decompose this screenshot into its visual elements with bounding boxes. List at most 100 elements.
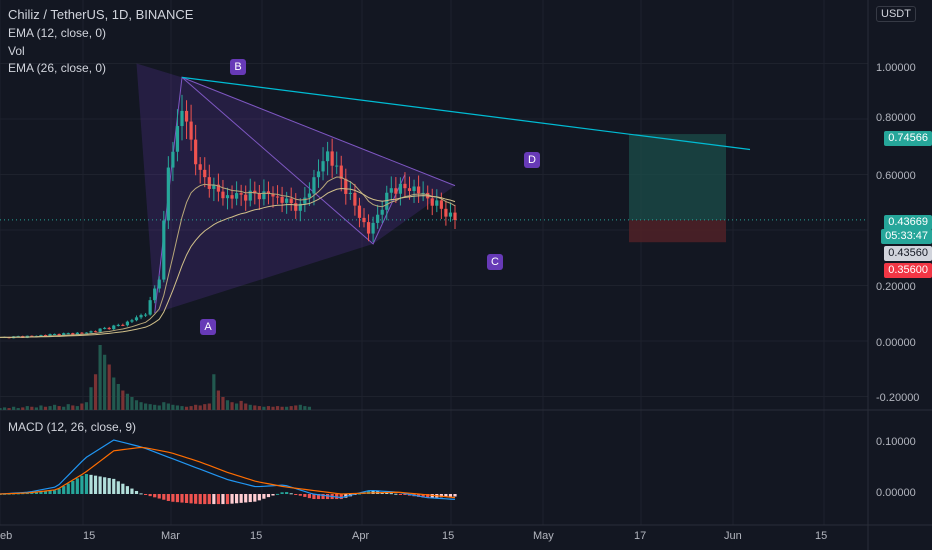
macd-histogram-bar: [175, 494, 180, 503]
pattern-leg-bd: [181, 76, 456, 187]
pattern-point-c[interactable]: C: [487, 254, 503, 270]
candle-body: [207, 177, 211, 189]
volume-bar: [303, 406, 307, 410]
candle-body: [439, 200, 443, 209]
candle-body: [93, 331, 98, 333]
candle-body: [184, 110, 189, 122]
candle-body: [285, 198, 289, 203]
macd-histogram-bar: [139, 493, 143, 495]
candle-body: [312, 177, 316, 194]
candle-body: [307, 193, 311, 198]
candle-body: [366, 222, 371, 234]
macd-histogram-bar: [253, 494, 257, 502]
volume-bar: [25, 406, 29, 410]
pattern-point-d[interactable]: D: [524, 152, 540, 168]
stop-zone: [629, 220, 726, 243]
macd-histogram-bar: [417, 494, 421, 497]
candle-body: [116, 324, 120, 326]
volume-bar: [235, 403, 239, 410]
volume-bar: [175, 405, 180, 410]
macd-histogram-bar: [93, 475, 98, 494]
candle-body: [71, 333, 75, 335]
time-tick: 17: [634, 530, 647, 542]
candle-body: [339, 165, 343, 179]
candle-body: [194, 139, 198, 165]
candle-body: [394, 188, 398, 194]
macd-histogram-bar: [130, 488, 134, 494]
volume-bar: [285, 406, 289, 410]
macd-signal-line: [0, 446, 456, 499]
volume-bar: [212, 374, 216, 410]
pattern-point-b[interactable]: B: [230, 59, 246, 75]
candle-body: [303, 197, 307, 204]
macd-histogram-bar: [385, 492, 389, 494]
candle-body: [321, 161, 325, 172]
candle-body: [39, 335, 43, 337]
volume-bar: [53, 404, 57, 410]
price-tick: 0.20000: [876, 281, 916, 293]
target-price-tag: 0.74566: [884, 131, 932, 146]
ema26-legend: EMA (26, close, 0): [8, 61, 107, 75]
macd-histogram-bar: [112, 478, 116, 494]
pattern-point-a[interactable]: A: [200, 319, 216, 335]
macd-histogram-bar: [121, 483, 125, 494]
candle-body: [107, 327, 111, 330]
current-price-tag: 0.43669: [884, 215, 932, 230]
macd-histogram-bar: [198, 494, 202, 505]
time-tick: 15: [250, 530, 263, 542]
macd-histogram-bar: [389, 493, 393, 495]
macd-histogram-bar: [62, 486, 66, 494]
candle-body: [175, 126, 180, 152]
candle-body: [153, 288, 157, 301]
candle-body: [125, 321, 129, 326]
candle-body: [112, 325, 116, 330]
macd-histogram-bar: [257, 494, 261, 501]
volume-bar: [89, 387, 93, 410]
candle-body: [75, 332, 79, 335]
candle-body: [316, 171, 321, 178]
candle-body: [257, 193, 261, 200]
time-tick: 15: [815, 530, 828, 542]
macd-histogram-bar: [280, 492, 284, 494]
macd-histogram-bar: [285, 492, 289, 494]
candle-body: [266, 191, 271, 194]
volume-bar: [153, 404, 157, 410]
candle-body: [357, 205, 362, 218]
candle-body: [430, 198, 434, 206]
candle-body: [262, 191, 266, 200]
candle-body: [371, 222, 375, 234]
target-zone: [629, 134, 726, 221]
macd-histogram-bar: [148, 494, 152, 497]
volume-bar: [266, 406, 271, 410]
macd-histogram-bar: [71, 480, 75, 494]
volume-bar: [180, 406, 184, 410]
candle-body: [344, 178, 348, 194]
volume-bar: [21, 407, 25, 410]
macd-histogram-bar: [307, 494, 311, 499]
time-tick: 15: [442, 530, 455, 542]
volume-bar: [271, 406, 275, 410]
macd-histogram-bar: [34, 492, 38, 494]
macd-histogram-bar: [244, 494, 248, 503]
resistance-trendline: [181, 76, 751, 151]
macd-histogram-bar: [448, 494, 453, 497]
candle-body: [162, 220, 166, 280]
macd-histogram-bar: [144, 494, 148, 495]
time-tick: 15: [83, 530, 96, 542]
macd-histogram-bar: [48, 490, 52, 494]
candle-body: [189, 121, 193, 140]
candle-body: [157, 279, 161, 289]
candle-body: [280, 196, 284, 203]
macd-histogram-bar: [421, 494, 425, 498]
volume-bar: [39, 405, 43, 410]
volume-bar: [121, 390, 125, 410]
currency-badge[interactable]: USDT: [876, 6, 916, 22]
price-tick: 1.00000: [876, 62, 916, 74]
macd-histogram-bar: [153, 494, 157, 498]
volume-bar: [221, 397, 225, 410]
volume-legend: Vol: [8, 44, 25, 58]
macd-histogram-bar: [66, 483, 70, 494]
price-tick: 0.00000: [876, 337, 916, 349]
candle-body: [166, 167, 170, 221]
